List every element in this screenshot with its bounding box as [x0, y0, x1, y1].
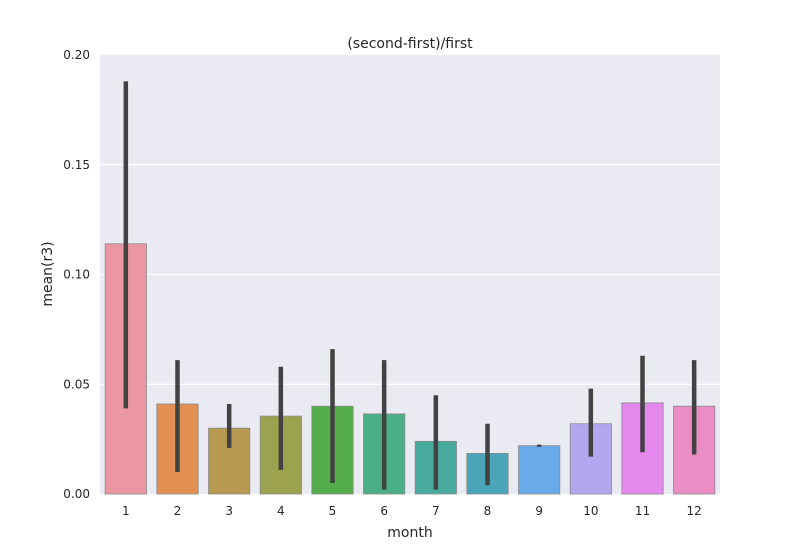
x-tick-label: 3 — [225, 504, 233, 518]
y-axis-label: mean(r3) — [40, 241, 56, 306]
x-tick-label: 1 — [122, 504, 130, 518]
x-tick-label: 11 — [635, 504, 650, 518]
x-tick-label: 5 — [329, 504, 337, 518]
x-tick-label: 8 — [484, 504, 492, 518]
y-tick-label: 0.20 — [63, 48, 90, 62]
grid — [100, 164, 720, 385]
chart-title: (second-first)/first — [347, 36, 473, 52]
y-tick-label: 0.10 — [63, 268, 90, 282]
y-tick-label: 0.15 — [63, 158, 90, 172]
y-ticks: 0.00 0.05 0.10 0.15 0.20 — [63, 48, 90, 501]
x-ticks: 1 2 3 4 5 6 7 8 9 10 11 12 — [122, 504, 702, 518]
x-axis-label: month — [387, 525, 432, 541]
x-tick-label: 6 — [380, 504, 388, 518]
x-tick-label: 4 — [277, 504, 285, 518]
y-tick-label: 0.00 — [63, 487, 90, 501]
y-tick-label: 0.05 — [63, 377, 90, 391]
x-tick-label: 10 — [583, 504, 598, 518]
x-tick-label: 12 — [687, 504, 702, 518]
bar — [518, 445, 561, 495]
x-tick-label: 2 — [174, 504, 182, 518]
error-bars — [123, 81, 697, 490]
x-tick-label: 7 — [432, 504, 440, 518]
x-tick-label: 9 — [535, 504, 543, 518]
